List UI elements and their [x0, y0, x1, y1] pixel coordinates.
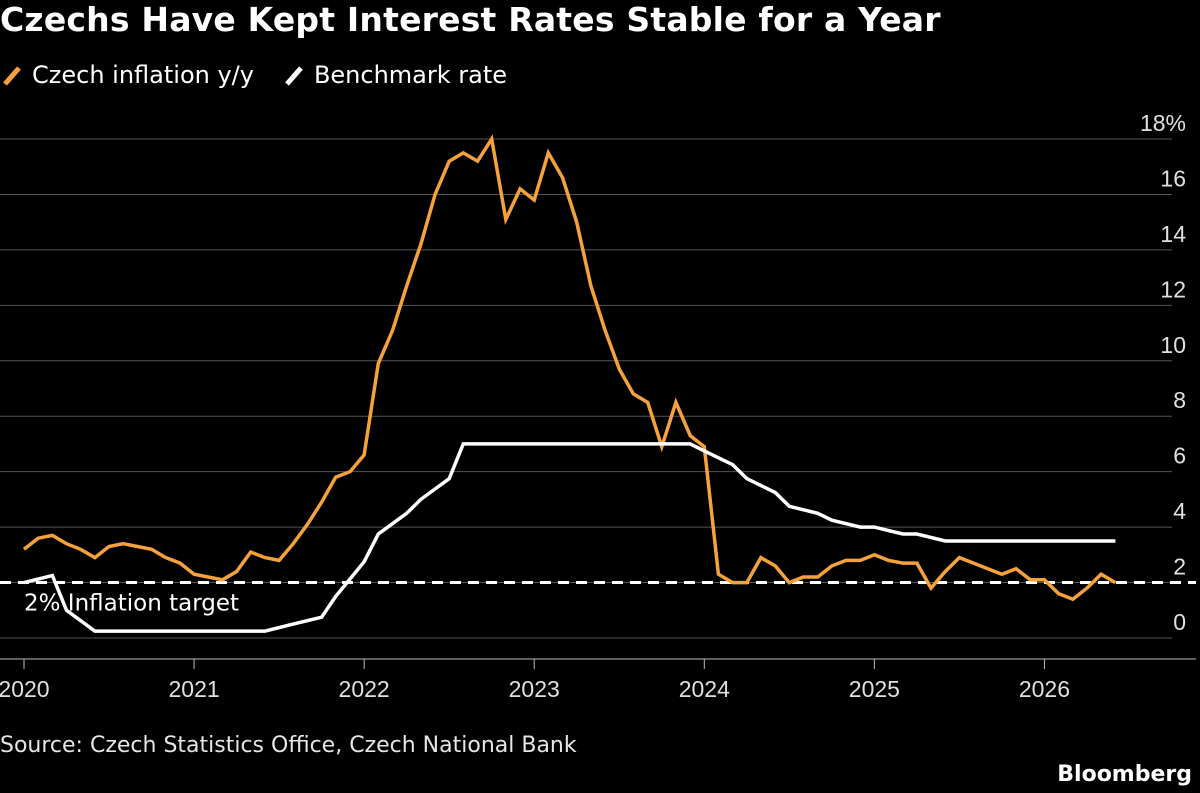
y-tick-label-10: 10	[1160, 332, 1186, 358]
legend-swatch-benchmark-icon	[285, 66, 303, 86]
y-tick-label-14: 14	[1160, 221, 1186, 247]
x-tick-label-2025: 2025	[849, 676, 900, 702]
x-tick-label-2022: 2022	[339, 676, 390, 702]
legend-label-inflation: Czech inflation y/y	[32, 61, 254, 89]
series-line-inflation	[22, 134, 1117, 602]
legend: Czech inflation y/y Benchmark rate	[0, 60, 535, 90]
bloomberg-logo: Bloomberg	[1057, 762, 1192, 787]
legend-swatch-inflation-icon	[3, 66, 21, 86]
series-line-benchmark	[23, 442, 1116, 633]
x-tick-label-2023: 2023	[509, 676, 560, 702]
x-tick-label-2024: 2024	[679, 676, 730, 702]
y-tick-label-4: 4	[1173, 498, 1186, 524]
legend-item-inflation: Czech inflation y/y	[0, 61, 254, 89]
x-tick-label-2026: 2026	[1019, 676, 1070, 702]
chart-title: Czechs Have Kept Interest Rates Stable f…	[0, 0, 941, 39]
x-tick-label-2020: 2020	[0, 676, 50, 702]
legend-label-benchmark: Benchmark rate	[313, 61, 508, 89]
y-tick-label-8: 8	[1173, 387, 1186, 413]
y-tick-label-0: 0	[1173, 609, 1186, 635]
inflation-target-label: 2% Inflation target	[24, 591, 239, 617]
x-tick-label-2021: 2021	[168, 676, 219, 702]
y-tick-label-18: 18%	[1140, 110, 1186, 136]
source-note: Source: Czech Statistics Office, Czech N…	[0, 733, 577, 758]
y-tick-label-16: 16	[1160, 165, 1186, 191]
y-tick-label-12: 12	[1160, 276, 1186, 302]
legend-item-benchmark: Benchmark rate	[282, 61, 507, 89]
y-tick-label-6: 6	[1173, 443, 1186, 469]
y-tick-label-2: 2	[1173, 554, 1186, 580]
